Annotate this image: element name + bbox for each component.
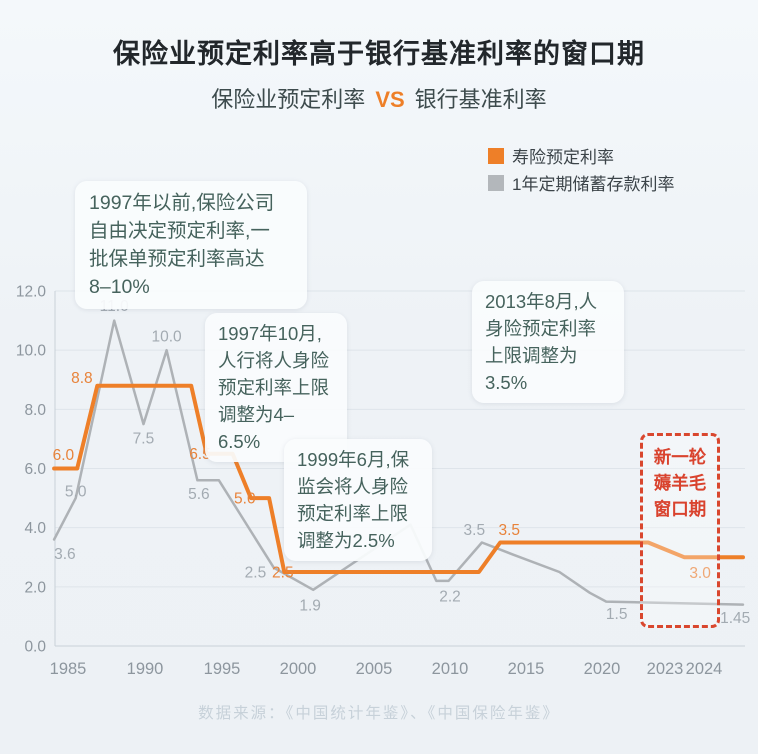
y-tick-label: 6.0 [24,461,46,478]
subtitle-right: 银行基准利率 [414,87,547,112]
x-tick-label: 2020 [584,660,621,678]
x-tick-label: 1990 [127,660,164,678]
data-label: 3.5 [464,522,486,539]
callout-1999-june: 1999年6月,保 监会将人身险 预定利率上限 调整为2.5% [284,439,432,561]
callout-2013-august: 2013年8月,人 身险预定利率 上限调整为 3.5% [472,281,624,403]
y-tick-label: 12.0 [16,284,47,301]
data-label: 5.6 [188,486,210,503]
data-label: 5.0 [65,484,87,501]
callout-before-1997: 1997年以前,保险公司 自由决定预定利率,一 批保单预定利率高达 8–10% [75,181,307,309]
page-title: 保险业预定利率高于银行基准利率的窗口期 [113,39,645,69]
page-subtitle: 保险业预定利率 VS 银行基准利率 [0,82,758,114]
subtitle-left: 保险业预定利率 [211,87,366,112]
x-tick-label: 2015 [508,660,545,678]
chart-legend: 寿险预定利率 1年定期储蓄存款利率 [488,142,674,196]
legend-label: 寿险预定利率 [512,148,614,167]
data-label: 1.9 [299,597,321,614]
data-label: 1.5 [606,606,628,623]
y-tick-label: 4.0 [24,520,46,537]
y-tick-label: 2.0 [24,579,46,596]
data-source-note: 数据来源：《中国统计年鉴》、《中国保险年鉴》 [198,705,560,722]
data-label: 3.0 [689,565,711,582]
x-tick-label: 2024 [686,660,723,678]
y-tick-label: 0.0 [24,639,46,656]
x-tick-label: 2000 [280,660,317,678]
series-line-life-insurance-rate [52,383,745,574]
x-tick-label: 1985 [50,660,87,678]
x-tick-label: 2010 [432,660,469,678]
x-tick-label: 2023 [647,660,684,678]
callout-1997-october: 1997年10月, 人行将人身险 预定利率上限 调整为4–6.5% [205,313,347,462]
data-label: 7.5 [133,431,155,448]
legend-item-life-insurance: 寿险预定利率 [488,142,674,169]
data-label: 3.6 [54,546,76,563]
subtitle-vs: VS [375,87,405,112]
data-label: 5.0 [234,491,256,508]
legend-label: 1年定期储蓄存款利率 [512,175,675,194]
data-label: 3.5 [498,522,520,539]
window-period-text: 新一轮 薅羊毛 窗口期 [653,447,707,519]
y-tick-label: 8.0 [24,402,46,419]
legend-swatch-orange-icon [488,147,504,164]
data-label: 2.5 [272,565,294,582]
y-tick-label: 10.0 [16,343,47,360]
legend-swatch-gray-icon [488,174,504,191]
data-label: 6.0 [53,447,75,464]
x-tick-label: 2005 [356,660,393,678]
data-label: 1.45 [720,610,750,627]
data-label: 2.5 [245,565,267,582]
legend-item-deposit-rate: 1年定期储蓄存款利率 [488,169,674,196]
data-label: 2.2 [439,588,461,605]
data-label: 8.8 [71,370,93,387]
data-label: 10.0 [151,329,182,346]
new-window-period-box: 新一轮 薅羊毛 窗口期 [640,433,720,628]
x-tick-label: 1995 [204,660,241,678]
